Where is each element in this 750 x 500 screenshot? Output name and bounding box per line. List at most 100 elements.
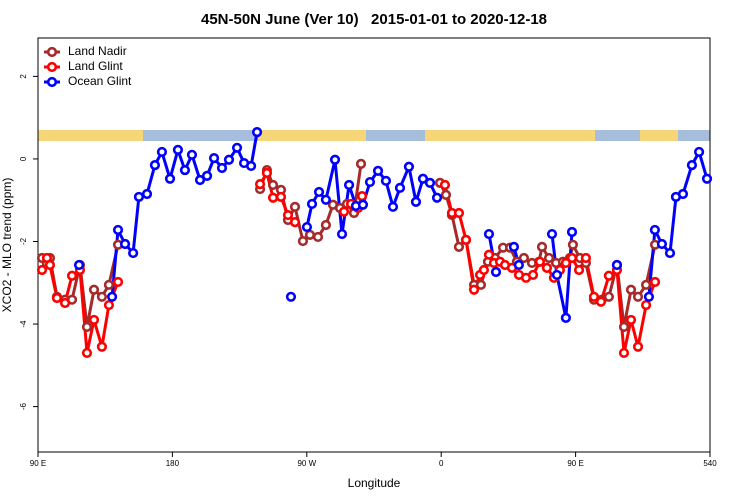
data-point	[543, 252, 555, 264]
data-point	[618, 321, 630, 333]
data-point	[483, 249, 495, 260]
data-point	[312, 231, 324, 243]
data-point	[51, 292, 63, 304]
data-point	[112, 276, 124, 288]
data-point	[301, 221, 313, 233]
data-point	[534, 256, 546, 267]
data-point	[186, 149, 198, 160]
data-point	[677, 188, 689, 200]
legend-label: Ocean Glint	[68, 74, 132, 88]
data-point	[394, 182, 406, 193]
data-point	[149, 160, 161, 171]
data-point	[603, 270, 615, 281]
data-point	[410, 196, 422, 207]
data-point	[44, 259, 56, 271]
data-point	[431, 192, 443, 203]
x-tick-label: 0	[439, 459, 444, 468]
data-point	[603, 291, 615, 302]
data-point	[588, 291, 600, 302]
data-point	[460, 234, 472, 245]
data-point	[424, 177, 436, 188]
data-point	[282, 209, 294, 221]
data-point	[66, 270, 78, 281]
data-point	[231, 142, 243, 153]
data-point	[475, 279, 487, 290]
data-point	[313, 186, 325, 198]
y-tick-label: -2	[19, 237, 28, 245]
data-point	[285, 291, 297, 302]
data-point	[417, 173, 429, 184]
legend-marker	[46, 61, 58, 73]
map-strip	[38, 130, 710, 141]
data-point	[693, 146, 705, 158]
data-point	[336, 228, 348, 240]
data-point	[289, 216, 301, 228]
data-point	[103, 299, 115, 311]
data-point	[483, 228, 495, 240]
data-point	[387, 201, 399, 212]
plot-frame	[37, 37, 711, 453]
data-point	[625, 314, 637, 326]
data-point	[254, 179, 266, 190]
data-point	[573, 264, 585, 276]
data-point	[580, 252, 592, 264]
data-point	[508, 241, 520, 252]
data-point	[356, 190, 368, 202]
data-point	[632, 341, 644, 352]
data-point	[686, 160, 698, 171]
x-tick-label: 90 E	[30, 459, 46, 468]
data-point	[112, 224, 124, 236]
data-point	[261, 167, 273, 179]
data-point	[546, 228, 558, 240]
data-point	[73, 259, 85, 271]
data-point	[566, 252, 578, 264]
data-point	[357, 199, 369, 210]
data-point	[304, 229, 316, 240]
data-point	[541, 262, 553, 274]
x-tick-label: 90 E	[567, 459, 583, 468]
data-point	[403, 161, 415, 172]
data-point	[611, 259, 623, 271]
data-point	[656, 238, 668, 250]
legend-label: Land Glint	[68, 59, 123, 73]
data-point	[81, 347, 93, 359]
data-point	[141, 188, 153, 200]
data-point	[289, 201, 301, 212]
x-tick-label: 540	[703, 459, 717, 468]
data-point	[567, 239, 579, 250]
data-point	[566, 226, 578, 238]
x-tick-label: 180	[166, 459, 180, 468]
data-point	[306, 198, 318, 210]
data-point	[223, 154, 235, 165]
data-point	[88, 284, 100, 295]
data-point	[513, 259, 524, 271]
data-point	[59, 297, 71, 309]
data-point	[701, 173, 713, 184]
data-point	[329, 154, 341, 165]
data-point	[320, 194, 332, 205]
data-point	[490, 266, 502, 278]
data-point	[643, 291, 655, 302]
data-point	[618, 347, 630, 359]
data-point	[267, 179, 279, 191]
data-point	[560, 257, 571, 269]
data-point	[453, 241, 465, 252]
data-point	[164, 173, 176, 184]
data-point	[380, 175, 392, 186]
data-point	[156, 146, 168, 158]
data-point	[560, 312, 571, 323]
data-point	[640, 299, 652, 311]
data-point	[649, 224, 660, 236]
y-tick-label: 0	[19, 156, 28, 161]
data-point	[36, 264, 48, 276]
y-axis-label: XCO2 - MLO trend (ppm)	[0, 178, 14, 313]
data-point	[208, 153, 220, 164]
data-point	[343, 179, 355, 191]
data-point	[372, 165, 384, 177]
data-point	[355, 158, 367, 169]
legend-marker	[46, 46, 58, 58]
data-point	[275, 191, 287, 203]
y-tick-label: 2	[19, 74, 28, 79]
data-point	[119, 238, 131, 250]
